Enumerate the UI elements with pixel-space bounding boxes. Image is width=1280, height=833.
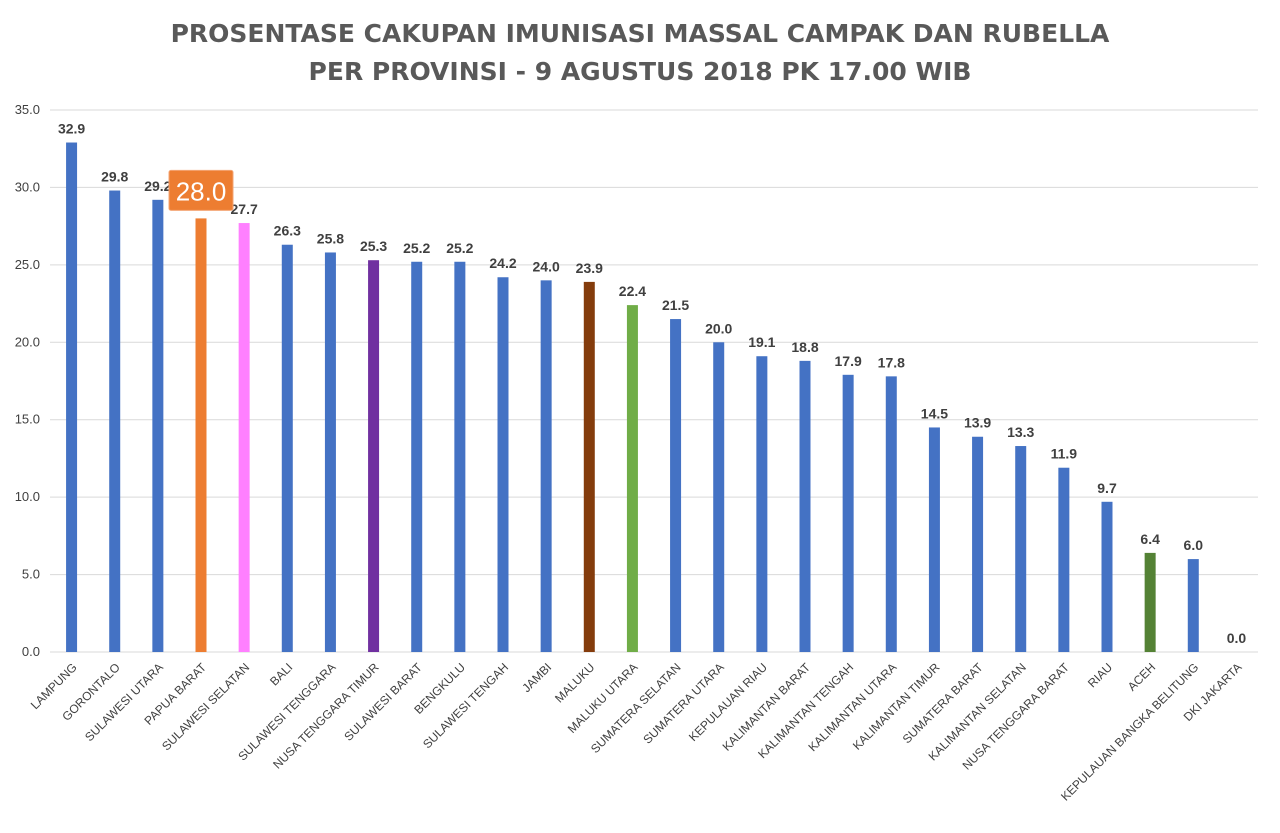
highlight-callout: 28.0 [168, 169, 234, 211]
data-label: 9.7 [1097, 480, 1117, 496]
bar [928, 427, 940, 652]
data-label: 29.8 [101, 169, 128, 185]
data-label: 19.1 [748, 334, 775, 350]
chart-title: PROSENTASE CAKUPAN IMUNISASI MASSAL CAMP… [171, 19, 1110, 48]
gridlines [50, 109, 1258, 653]
highlight-badge: 28.0 [168, 169, 234, 211]
bar [152, 199, 164, 652]
y-tick-label: 15.0 [15, 412, 40, 427]
bar [1144, 552, 1156, 652]
bar [1015, 446, 1027, 652]
x-tick-label: JAMBI [519, 660, 554, 695]
bar [1101, 501, 1113, 652]
x-tick-label: ACEH [1125, 660, 1158, 693]
data-label: 32.9 [58, 121, 85, 137]
data-label: 27.7 [231, 201, 258, 217]
y-tick-label: 10.0 [15, 489, 40, 504]
data-label: 17.9 [835, 353, 862, 369]
x-tick-label: SULAWESI SELATAN [159, 660, 252, 753]
data-label: 25.2 [403, 240, 430, 256]
bar [281, 244, 293, 652]
highlight-label: 28.0 [176, 176, 227, 206]
data-label: 13.9 [964, 415, 991, 431]
data-label: 24.2 [489, 255, 516, 271]
data-label: 18.8 [791, 339, 818, 355]
x-tick-label: SUMATERA BARAT [900, 660, 986, 746]
x-tick-label: KEPULAUAN RIAU [686, 660, 770, 744]
data-label: 23.9 [576, 260, 603, 276]
bar [842, 374, 854, 652]
data-label: 6.4 [1140, 531, 1160, 547]
data-label: 25.3 [360, 238, 387, 254]
bar [411, 261, 423, 652]
data-label: 6.0 [1184, 537, 1204, 553]
x-tick-label: MALUKU [552, 660, 597, 705]
bar [1058, 467, 1070, 652]
bar [497, 277, 509, 652]
data-label: 14.5 [921, 405, 948, 421]
y-tick-label: 25.0 [15, 257, 40, 272]
bar [238, 223, 250, 652]
y-axis: 0.0 5.0 10.0 15.0 20.0 25.0 30.0 35.0 [15, 102, 40, 659]
bar [454, 261, 466, 652]
x-tick-label: SULAWESI BARAT [341, 660, 425, 744]
bar [972, 436, 984, 652]
bar [324, 252, 336, 652]
bar [583, 281, 595, 652]
bar [1187, 559, 1199, 652]
bar [195, 218, 207, 652]
x-tick-label: BALI [267, 660, 295, 688]
bar [756, 356, 768, 652]
bar [713, 342, 725, 652]
data-label: 0.0 [1227, 630, 1247, 646]
bar [799, 360, 811, 652]
bar [66, 142, 78, 652]
x-tick-label: SULAWESI UTARA [82, 660, 166, 744]
data-label: 26.3 [274, 223, 301, 239]
bars [66, 142, 1199, 653]
data-label: 13.3 [1007, 424, 1034, 440]
bar [368, 260, 380, 652]
data-label: 29.2 [144, 178, 171, 194]
y-tick-label: 5.0 [22, 567, 40, 582]
bar [109, 190, 121, 653]
data-label: 24.0 [533, 258, 560, 274]
data-label: 20.0 [705, 320, 732, 336]
y-tick-label: 20.0 [15, 334, 40, 349]
data-label: 17.8 [878, 354, 905, 370]
x-tick-label: SULAWESI TENGAH [420, 660, 511, 751]
bar [670, 319, 682, 652]
x-tick-label: RIAU [1085, 660, 1115, 690]
data-label: 25.2 [446, 240, 473, 256]
bar [626, 305, 638, 652]
y-tick-label: 35.0 [15, 102, 40, 117]
bar [885, 376, 897, 652]
y-tick-label: 30.0 [15, 179, 40, 194]
chart-subtitle: PER PROVINSI - 9 AGUSTUS 2018 PK 17.00 W… [309, 57, 972, 86]
bar [540, 280, 552, 652]
x-tick-label: SUMATERA UTARA [640, 660, 726, 746]
data-label: 11.9 [1051, 446, 1078, 462]
y-tick-label: 0.0 [22, 644, 40, 659]
data-label: 21.5 [662, 297, 689, 313]
data-label: 22.4 [619, 283, 646, 299]
data-label: 25.8 [317, 230, 344, 246]
